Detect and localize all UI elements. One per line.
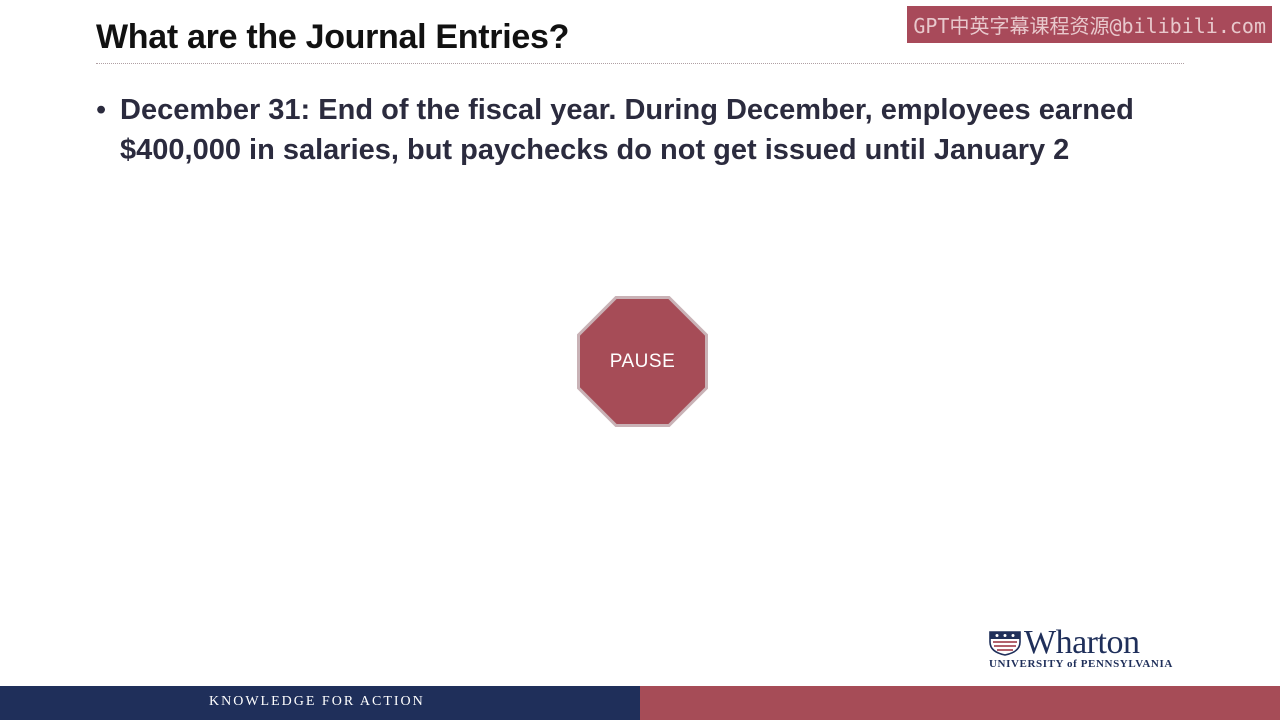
pause-stop-sign: PAUSE	[577, 296, 708, 427]
bullet-item: • December 31: End of the fiscal year. D…	[96, 90, 1186, 170]
title-divider	[96, 63, 1184, 64]
bullet-list: • December 31: End of the fiscal year. D…	[96, 90, 1186, 170]
bullet-text: December 31: End of the fiscal year. Dur…	[120, 94, 1134, 166]
logo-wordmark: Wharton	[1024, 624, 1140, 661]
watermark: GPT中英字幕课程资源@bilibili.com	[907, 6, 1272, 43]
footer-bar-crimson	[640, 686, 1280, 720]
stop-sign-face: PAUSE	[580, 299, 705, 424]
footer-bar-navy: KNOWLEDGE FOR ACTION	[0, 686, 640, 720]
bullet-dot-icon: •	[96, 94, 107, 126]
logo-subtitle: UNIVERSITY of PENNSYLVANIA	[989, 658, 1173, 670]
penn-shield-icon	[989, 631, 1021, 656]
pause-label: PAUSE	[609, 350, 676, 372]
wharton-logo: Wharton UNIVERSITY of PENNSYLVANIA	[988, 624, 1193, 672]
slide-title: What are the Journal Entries?	[96, 18, 570, 56]
footer-tagline: KNOWLEDGE FOR ACTION	[209, 694, 425, 709]
